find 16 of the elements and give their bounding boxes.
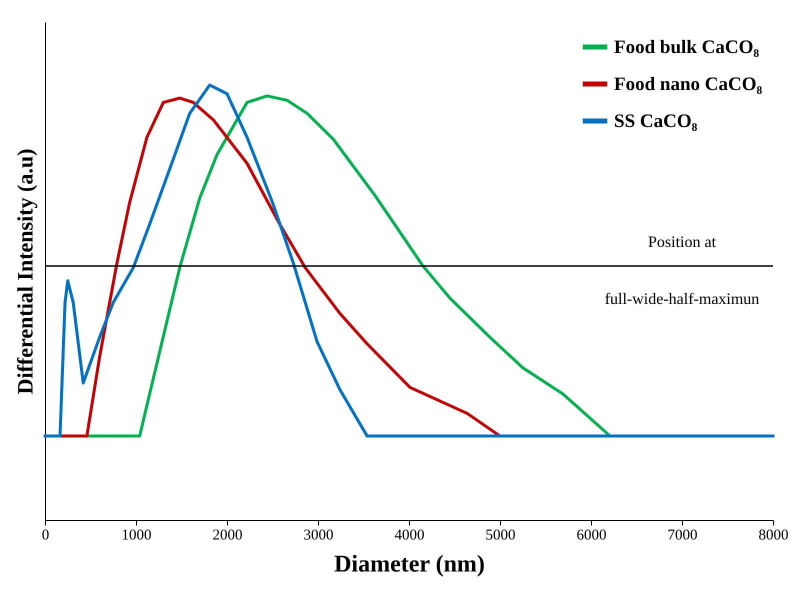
x-tick-label: 7000 bbox=[668, 528, 698, 544]
legend-label: Food bulk CaCO₈ bbox=[614, 37, 760, 58]
x-tick-label: 5000 bbox=[486, 528, 516, 544]
y-axis-title: Differential Intensity (a.u) bbox=[12, 148, 38, 394]
x-tick-label: 2000 bbox=[212, 528, 242, 544]
annotation: Position at bbox=[648, 234, 717, 251]
x-tick-label: 6000 bbox=[576, 528, 606, 544]
legend-label: SS CaCO₈ bbox=[614, 111, 698, 132]
x-tick-label: 4000 bbox=[394, 528, 424, 544]
x-tick-label: 8000 bbox=[758, 528, 788, 544]
x-axis-title: Diameter (nm) bbox=[334, 552, 485, 578]
x-tick-label: 0 bbox=[42, 528, 50, 544]
x-tick-label: 3000 bbox=[304, 528, 334, 544]
x-tick-label: 1000 bbox=[122, 528, 152, 544]
legend-label: Food nano CaCO₈ bbox=[614, 74, 763, 95]
annotation: full-wide-half-maximun bbox=[604, 291, 760, 308]
